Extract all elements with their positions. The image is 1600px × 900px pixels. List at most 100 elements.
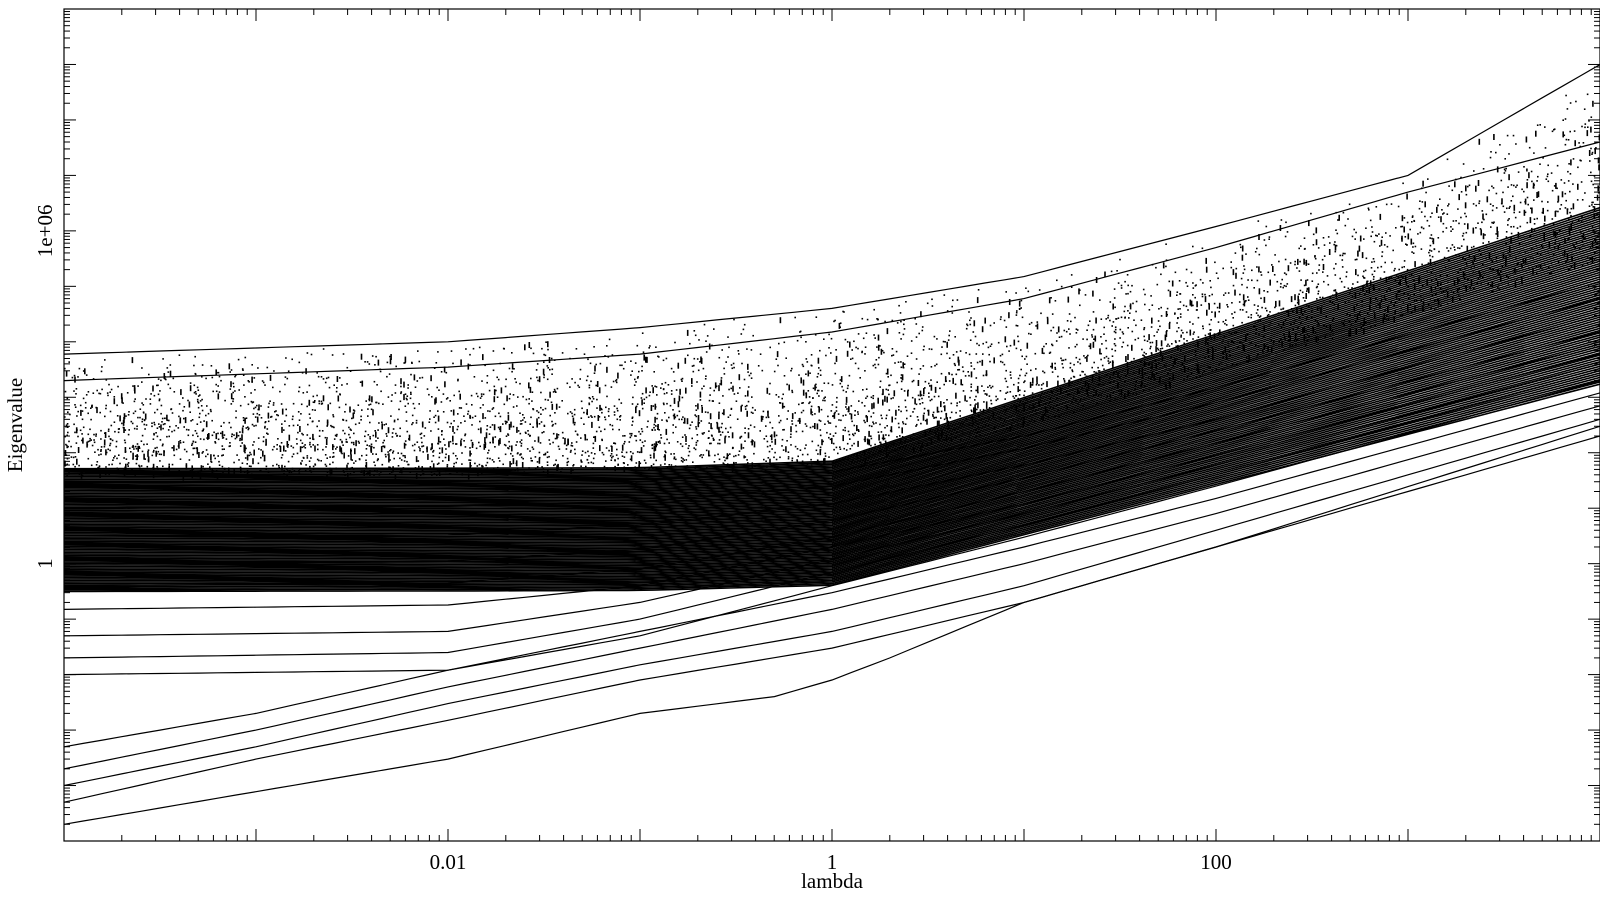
scatter-point [1215, 272, 1218, 274]
scatter-point [771, 441, 773, 443]
scatter-point [816, 459, 819, 461]
scatter-point [342, 418, 344, 421]
scatter-point [713, 389, 715, 392]
scatter-point [377, 458, 379, 460]
scatter-point [314, 464, 317, 466]
scatter-point [666, 438, 668, 441]
scatter-point [924, 380, 927, 383]
scatter-point [923, 388, 925, 395]
scatter-point [852, 433, 854, 435]
scatter-point [880, 414, 882, 417]
scatter-point [162, 423, 165, 426]
scatter-point [995, 399, 998, 402]
scatter-point [977, 402, 979, 409]
scatter-point [492, 350, 495, 352]
scatter-point [865, 332, 868, 334]
scatter-point [427, 453, 429, 460]
scatter-point [536, 363, 539, 365]
scatter-point [123, 439, 126, 442]
scatter-point [648, 347, 650, 349]
scatter-point [511, 363, 514, 370]
scatter-point [630, 360, 632, 362]
scatter-point [1032, 377, 1034, 384]
scatter-point [1594, 240, 1597, 243]
scatter-point [69, 413, 71, 416]
scatter-point [928, 382, 930, 385]
scatter-point [546, 464, 549, 466]
scatter-point [1242, 294, 1245, 301]
scatter-point [994, 426, 996, 428]
scatter-point [936, 338, 938, 340]
scatter-point [480, 395, 483, 397]
scatter-point [1256, 266, 1258, 268]
scatter-point [589, 362, 592, 365]
scatter-point [1355, 320, 1357, 323]
scatter-point [287, 446, 289, 448]
scatter-point [1446, 247, 1448, 249]
scatter-point [810, 405, 813, 408]
scatter-point [859, 377, 861, 379]
scatter-point [1196, 301, 1198, 308]
scatter-point [886, 328, 889, 335]
scatter-point [390, 400, 393, 402]
scatter-point [1297, 295, 1299, 302]
scatter-point [865, 415, 868, 417]
scatter-point [882, 388, 884, 395]
scatter-point [471, 416, 474, 419]
scatter-point [1574, 246, 1576, 249]
scatter-point [1024, 380, 1026, 382]
scatter-point [221, 448, 224, 451]
scatter-point [354, 448, 356, 455]
scatter-point [444, 381, 446, 388]
scatter-point [1246, 286, 1248, 289]
scatter-point [1355, 328, 1357, 335]
scatter-point [663, 442, 666, 445]
scatter-point [198, 416, 201, 419]
scatter-point [1478, 200, 1481, 202]
scatter-point [360, 415, 362, 418]
scatter-point [1488, 241, 1490, 243]
scatter-point [599, 404, 601, 411]
scatter-point [1584, 123, 1587, 125]
scatter-point [300, 413, 302, 415]
scatter-point [1438, 250, 1440, 253]
scatter-point [192, 453, 194, 456]
scatter-point [543, 453, 545, 456]
scatter-point [931, 298, 933, 301]
scatter-point [719, 434, 722, 436]
scatter-point [92, 378, 95, 380]
scatter-point [457, 379, 459, 382]
scatter-point [1322, 264, 1325, 270]
scatter-point [222, 454, 224, 456]
scatter-point [1015, 395, 1018, 397]
scatter-point [353, 432, 355, 435]
scatter-point [121, 397, 123, 404]
scatter-point [839, 448, 842, 450]
scatter-point [377, 359, 380, 366]
scatter-point [1213, 302, 1216, 305]
scatter-point [744, 408, 747, 410]
scatter-point [964, 375, 967, 377]
scatter-point [203, 420, 205, 422]
scatter-point [1281, 278, 1283, 281]
scatter-point [1003, 319, 1006, 322]
scatter-point [702, 367, 705, 370]
scatter-point [220, 425, 222, 427]
scatter-point [1194, 296, 1196, 299]
scatter-point [1177, 317, 1179, 319]
scatter-point [743, 378, 746, 381]
scatter-point [966, 400, 968, 402]
scatter-point [515, 462, 518, 465]
scatter-point [375, 401, 377, 404]
scatter-point [816, 392, 818, 395]
scatter-point [179, 458, 182, 460]
scatter-point [1126, 344, 1129, 347]
scatter-point [493, 424, 496, 431]
scatter-point [641, 430, 644, 433]
scatter-point [814, 334, 817, 336]
scatter-point [101, 388, 103, 391]
scatter-point [248, 465, 251, 467]
scatter-point [449, 400, 451, 402]
scatter-point [631, 424, 633, 426]
scatter-point [654, 429, 656, 431]
